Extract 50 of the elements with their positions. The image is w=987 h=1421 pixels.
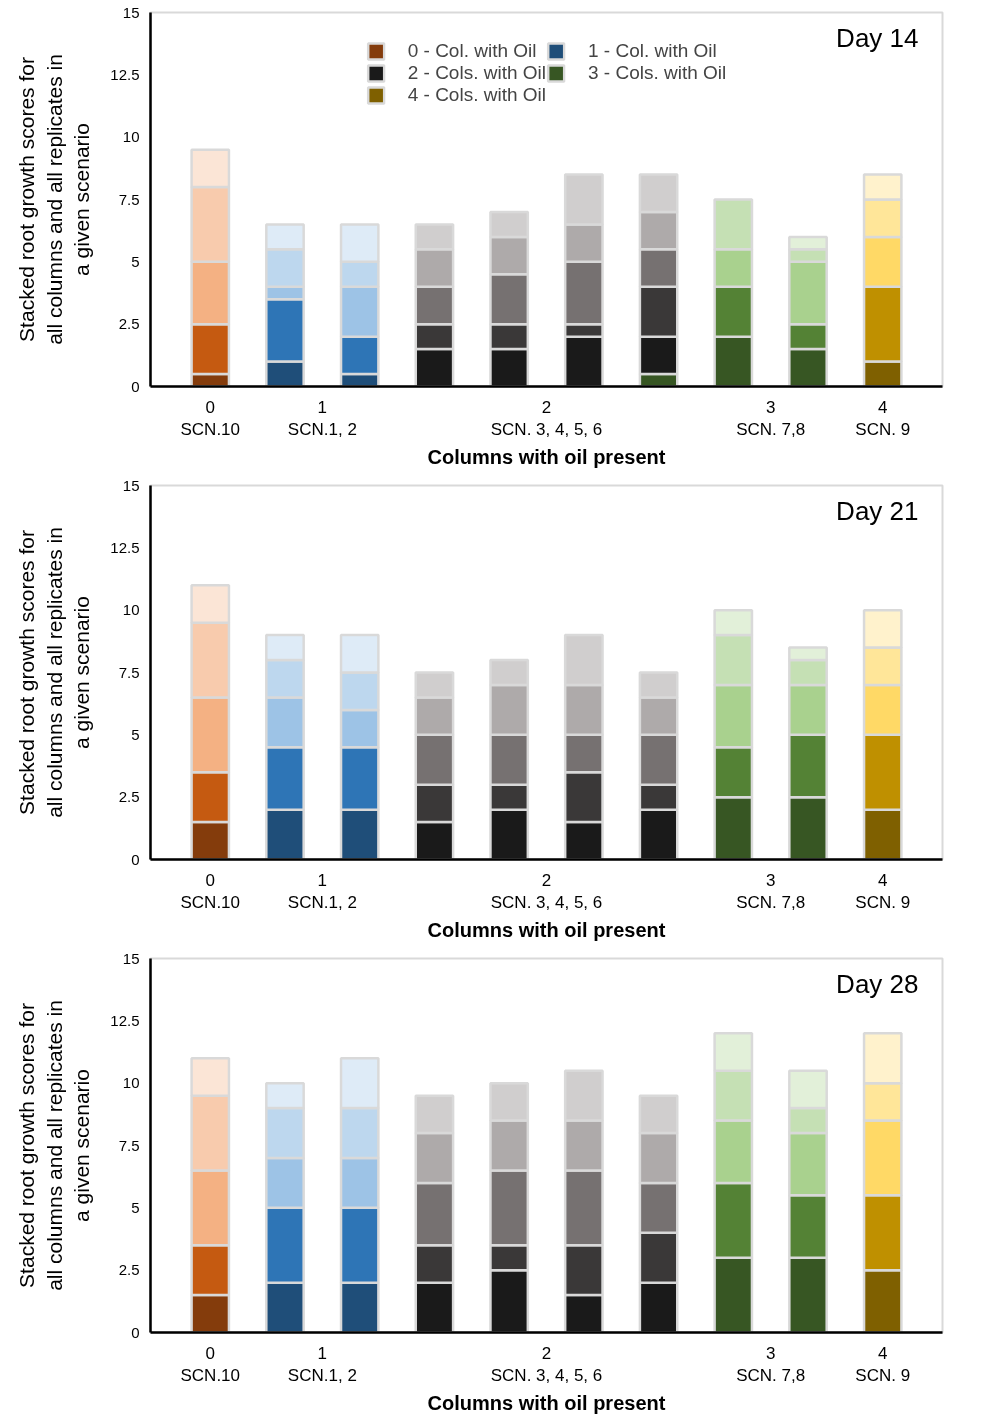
y-tick-label: 0 — [131, 377, 140, 395]
y-tick-label: 2.5 — [118, 315, 140, 333]
y-tick-label: 15 — [122, 476, 140, 494]
text: 1 SCN.1, 2 — [287, 870, 357, 913]
text: 2 SCN. 3, 4, 5, 6 — [490, 397, 603, 440]
y-tick-label: 7.5 — [118, 663, 140, 681]
text: 2 SCN. 3, 4, 5, 6 — [490, 870, 603, 913]
text: 4 SCN. 9 — [855, 1343, 911, 1386]
y-tick-label: 5 — [131, 1198, 140, 1216]
legend-label: 1 - Col. with Oil — [588, 40, 717, 62]
y-tick-label: 10 — [122, 128, 140, 146]
text: 2 SCN. 3, 4, 5, 6 — [490, 1343, 603, 1386]
text: 4 SCN. 9 — [855, 397, 911, 440]
y-tick-label: 0 — [131, 1323, 140, 1341]
chart-title: Day 28 — [836, 968, 919, 999]
text: 0 SCN.10 — [180, 397, 241, 440]
y-tick-label: 5 — [131, 725, 140, 743]
y-tick-label: 12.5 — [110, 538, 140, 556]
y-tick-label: 12.5 — [110, 1011, 140, 1029]
x-axis-title: Columns with oil present — [427, 1392, 666, 1415]
y-tick-label: 2.5 — [118, 1261, 140, 1279]
chart-title: Day 21 — [836, 495, 919, 526]
y-tick-label: 7.5 — [118, 1136, 140, 1154]
text: 3 SCN. 7,8 — [736, 870, 806, 913]
text: 0 SCN.10 — [180, 870, 241, 913]
x-axis-title: Columns with oil present — [427, 446, 666, 469]
y-tick-label: 5 — [131, 252, 140, 270]
legend-label: 2 - Cols. with Oil — [407, 62, 546, 84]
text: 3 SCN. 7,8 — [736, 397, 806, 440]
y-axis-title: Stacked root growth scores for all columns and all replicates in a given scenario — [15, 54, 94, 345]
y-tick-label: 12.5 — [110, 65, 140, 83]
y-axis-title: Stacked root growth scores for all columns and all replicates in a given scenario — [15, 1000, 94, 1291]
text: 0 SCN.10 — [180, 1343, 241, 1386]
x-axis-title: Columns with oil present — [427, 919, 666, 942]
y-tick-label: 10 — [122, 601, 140, 619]
legend-label: 3 - Cols. with Oil — [588, 62, 727, 84]
y-tick-label: 0 — [131, 850, 140, 868]
text: 3 SCN. 7,8 — [736, 1343, 806, 1386]
y-tick-label: 2.5 — [118, 788, 140, 806]
legend-label: 0 - Col. with Oil — [407, 40, 537, 62]
y-axis-title: Stacked root growth scores for all columns and all replicates in a given scenario — [15, 527, 94, 818]
text: 1 SCN.1, 2 — [287, 397, 357, 440]
y-tick-label: 7.5 — [118, 190, 140, 208]
y-tick-label: 10 — [122, 1074, 140, 1092]
legend-label: 4 - Cols. with Oil — [407, 84, 546, 106]
text: 4 SCN. 9 — [855, 870, 911, 913]
y-tick-label: 15 — [122, 949, 140, 967]
y-tick-label: 15 — [122, 3, 140, 21]
text: 1 SCN.1, 2 — [287, 1343, 357, 1386]
chart-title: Day 14 — [836, 22, 919, 53]
